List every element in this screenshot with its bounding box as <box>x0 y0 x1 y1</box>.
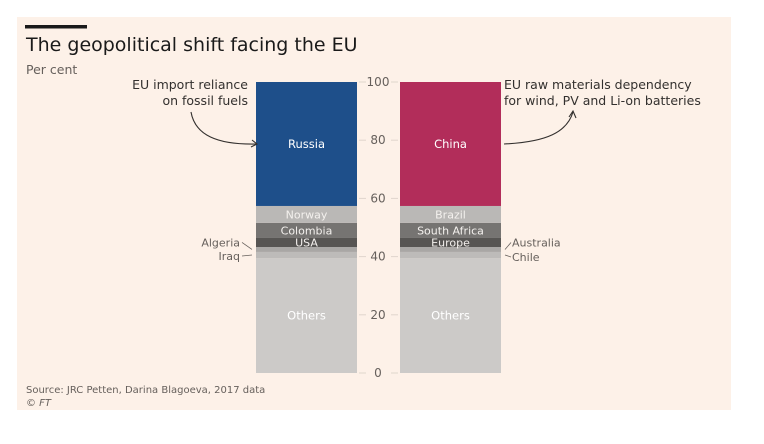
title-rule <box>25 25 87 29</box>
segment-label: Colombia <box>281 224 333 237</box>
segment-label: Brazil <box>435 208 466 221</box>
bar-segment-norway <box>256 205 357 223</box>
y-tick-label: 60 <box>370 191 385 205</box>
arrowhead-left <box>250 139 259 148</box>
outside-label: Chile <box>512 251 540 264</box>
bar-segment-europe <box>400 237 501 247</box>
segment-label: Others <box>431 309 470 323</box>
y-tick-label: 40 <box>370 250 385 264</box>
arrowhead-right <box>568 109 577 119</box>
leader-line <box>504 242 512 250</box>
bar-segment-australia <box>400 246 501 252</box>
chart-svg: The geopolitical shift facing the EU Per… <box>25 25 701 409</box>
source-note: Source: JRC Petten, Darina Blagoeva, 201… <box>26 385 265 396</box>
bar-segment-brazil <box>400 205 501 223</box>
chart-panel: The geopolitical shift facing the EU Per… <box>17 17 731 410</box>
segment-label: Norway <box>286 208 328 221</box>
segment-label: USA <box>295 236 318 249</box>
bar-segment-iraq <box>256 251 357 259</box>
bar-segment-south-africa <box>400 222 501 238</box>
segment-label: China <box>434 137 467 151</box>
bar-segment-chile <box>400 251 501 259</box>
y-axis: 0 20 40 60 80 100 <box>359 75 398 380</box>
bar-segment-others <box>400 258 501 373</box>
bar-segment-colombia <box>256 222 357 238</box>
segment-label: Others <box>287 309 326 323</box>
y-tick-label: 20 <box>370 308 385 322</box>
bar-segment-algeria <box>256 246 357 252</box>
bar-segment-usa <box>256 237 357 247</box>
chart-title: The geopolitical shift facing the EU <box>25 34 358 56</box>
annotation-left: EU import reliance <box>132 77 248 92</box>
segment-label: Europe <box>431 236 470 249</box>
bar-segment-china <box>400 82 501 206</box>
outside-label: Australia <box>512 236 561 249</box>
annotation-right: EU raw materials dependency <box>504 77 692 92</box>
outside-label: Iraq <box>219 250 241 263</box>
y-tick-label: 0 <box>374 366 382 380</box>
segment-label: South Africa <box>417 224 484 237</box>
annotation-right: for wind, PV and Li-on batteries <box>504 93 701 108</box>
leader-line <box>504 254 512 258</box>
y-tick-label: 100 <box>367 75 390 89</box>
y-tick-label: 80 <box>370 133 385 147</box>
chart-subtitle: Per cent <box>26 62 77 77</box>
bar-segment-russia <box>256 82 357 206</box>
annotation-arrow-left <box>190 111 258 145</box>
bar-segment-others <box>256 258 357 373</box>
annotation-arrow-right <box>503 111 574 145</box>
outside-label: Algeria <box>201 236 240 249</box>
annotation-left: on fossil fuels <box>162 93 248 108</box>
segment-label: Russia <box>288 137 325 151</box>
leader-line <box>241 254 253 257</box>
leader-line <box>241 242 253 250</box>
ft-credit: © FT <box>26 398 52 409</box>
